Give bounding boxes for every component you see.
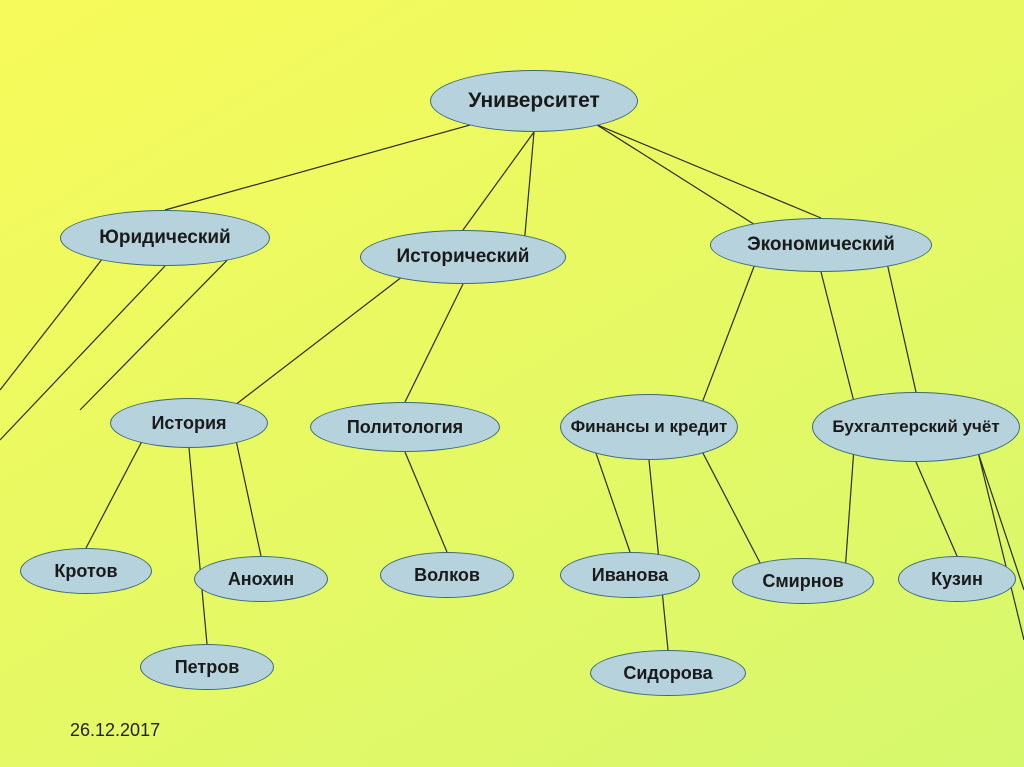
edge [405,452,447,552]
edge [463,132,534,230]
node-account: Бухгалтерский учёт [812,392,1020,462]
edge [236,278,401,404]
edge [978,454,1024,640]
node-kuzin: Кузин [898,556,1016,602]
node-anokhin: Анохин [194,556,328,602]
edge [821,272,854,400]
edge [846,454,854,564]
edge [596,125,821,218]
node-finance: Финансы и кредит [560,394,738,460]
node-sidorova: Сидорова [590,650,746,696]
edge [405,284,463,402]
node-root: Университет [430,70,638,132]
edge [596,452,630,552]
edge [702,452,760,563]
edge [916,462,957,556]
edge [888,266,916,392]
edge [596,125,754,225]
edge [189,448,207,644]
date-label: 26.12.2017 [70,720,160,741]
node-history: История [110,398,268,448]
node-ivanova: Иванова [560,552,700,598]
node-krotov: Кротов [20,548,152,594]
node-hist: Исторический [360,230,566,284]
edge [702,266,754,402]
edge [236,442,261,556]
edge [80,259,228,410]
edge [525,132,534,236]
node-econ: Экономический [710,218,932,272]
edge [165,125,472,210]
node-petrov: Петров [140,644,274,690]
node-polit: Политология [310,402,500,452]
edge [0,259,102,390]
node-volkov: Волков [380,552,514,598]
edge [86,442,142,548]
node-smirnov: Смирнов [732,558,874,604]
node-law: Юридический [60,210,270,266]
